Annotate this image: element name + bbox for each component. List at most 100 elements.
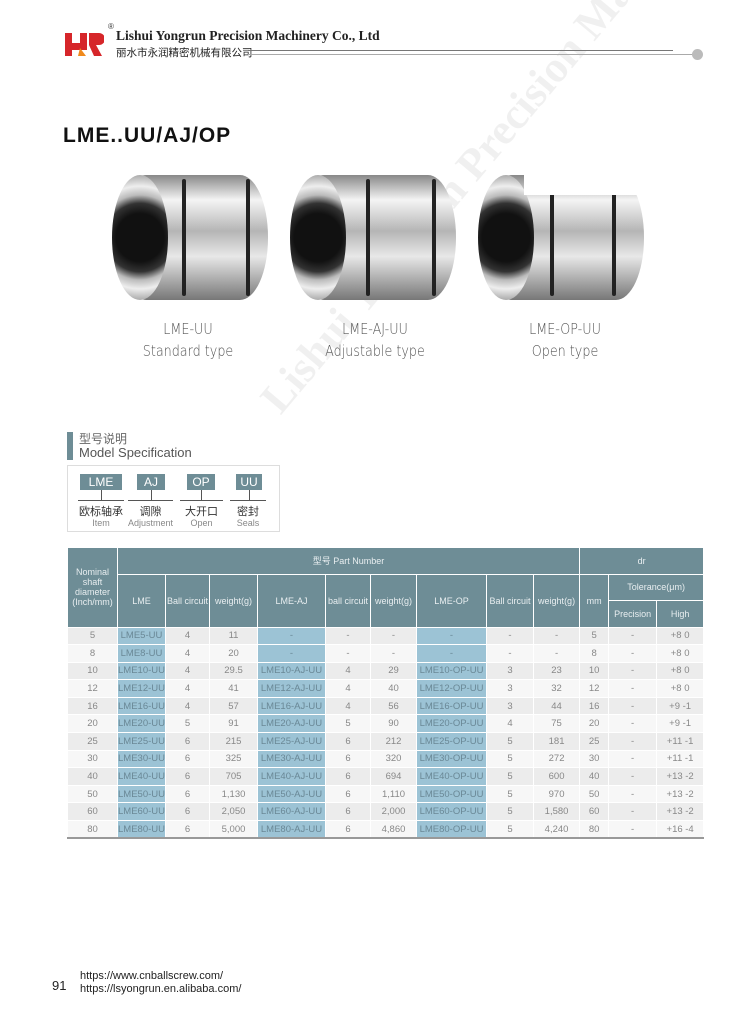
table-cell: LME50-AJ-UU <box>257 785 326 804</box>
column-header: mm <box>579 573 610 628</box>
product-image-lme-op-uu <box>478 175 644 300</box>
table-row: 16 LME16-UU 4 57 LME16-AJ-UU 4 56 LME16-OP-UU 3 4… <box>67 697 705 716</box>
header-precision: Precision <box>608 600 658 628</box>
spec-label-en: Open <box>190 518 213 528</box>
table-row: 40 LME40-UU 6 705 LME40-AJ-UU 6 694 LME40-OP-UU… <box>67 767 705 786</box>
table-cell: 4 <box>165 627 210 646</box>
header-rule <box>248 54 698 55</box>
table-cell: - <box>608 697 658 716</box>
table-cell: 5 <box>486 767 534 786</box>
table-cell: LME30-UU <box>117 750 166 769</box>
table-cell: - <box>608 785 658 804</box>
spec-title-cn: 型号说明 <box>79 432 128 446</box>
table-cell: LME80-UU <box>117 820 166 839</box>
spec-label-en: Adjustment <box>127 518 174 528</box>
table-cell: - <box>608 767 658 786</box>
table-cell: - <box>608 750 658 769</box>
table-cell: 272 <box>532 750 581 769</box>
spec-underline <box>128 500 173 501</box>
website-link[interactable]: https://www.cnballscrew.com/ <box>80 970 224 982</box>
table-cell: LME30-OP-UU <box>416 750 487 769</box>
table-cell: 41 <box>209 679 258 698</box>
table-cell: 6 <box>165 767 210 786</box>
table-cell: - <box>532 644 581 663</box>
table-cell: - <box>608 627 658 646</box>
table-cell: 2,050 <box>209 802 258 822</box>
table-cell: - <box>257 644 326 663</box>
column-header: Ball circuit <box>165 573 210 628</box>
table-cell: +16 -4 <box>656 820 705 839</box>
table-cell: LME12-OP-UU <box>416 679 487 698</box>
spec-box <box>67 465 280 532</box>
spec-stem <box>151 490 152 500</box>
table-cell: LME16-OP-UU <box>416 697 487 716</box>
table-cell: 3 <box>486 662 534 681</box>
table-cell: 10 <box>67 662 118 681</box>
table-cell: LME20-AJ-UU <box>257 714 326 734</box>
spec-code: UU <box>236 474 262 490</box>
product-image-lme-uu <box>112 175 268 300</box>
table-cell: 8 <box>579 644 610 663</box>
table-cell: 1,110 <box>370 785 417 804</box>
table-cell: 8 <box>67 644 118 663</box>
table-cell: 4 <box>165 644 210 663</box>
table-cell: +8 0 <box>656 644 705 663</box>
table-cell: LME50-UU <box>117 785 166 804</box>
table-cell: 6 <box>325 767 371 786</box>
table-cell: 40 <box>579 767 610 786</box>
table-cell: 20 <box>67 714 118 734</box>
table-cell: 23 <box>532 662 581 681</box>
table-cell: +8 0 <box>656 662 705 681</box>
table-cell: 50 <box>67 785 118 804</box>
company-name-en: Lishui Yongrun Precision Machinery Co., … <box>116 28 380 43</box>
table-cell: 4 <box>325 662 371 681</box>
table-cell: LME60-UU <box>117 802 166 822</box>
table-row: 8 LME8-UU 4 20- - - - - -8- +8 0 <box>67 644 705 663</box>
table-cell: +8 0 <box>656 627 705 646</box>
table-cell: 75 <box>532 714 581 734</box>
table-cell: 20 <box>209 644 258 663</box>
table-cell: 215 <box>209 732 258 751</box>
table-cell: - <box>486 644 534 663</box>
table-cell: - <box>416 644 487 663</box>
column-header: weight(g) <box>370 573 417 628</box>
table-cell: - <box>608 644 658 663</box>
alibaba-link[interactable]: https://lsyongrun.en.alibaba.com/ <box>80 983 242 995</box>
table-cell: +11 -1 <box>656 750 705 769</box>
spec-underline <box>230 500 266 501</box>
table-cell: LME60-OP-UU <box>416 802 487 822</box>
table-cell: - <box>325 627 371 646</box>
table-cell: - <box>532 627 581 646</box>
header-dr: dr <box>579 547 705 575</box>
table-cell: 5 <box>486 785 534 804</box>
table-cell: 30 <box>67 750 118 769</box>
spec-code: AJ <box>137 474 165 490</box>
table-cell: 181 <box>532 732 581 751</box>
table-cell: 29.5 <box>209 662 258 681</box>
spec-underline <box>180 500 223 501</box>
table-cell: 3 <box>486 697 534 716</box>
spec-stem <box>101 490 102 500</box>
table-cell: - <box>608 662 658 681</box>
table-cell: +9 -1 <box>656 697 705 716</box>
table-cell: 50 <box>579 785 610 804</box>
table-cell: 91 <box>209 714 258 734</box>
table-row: 12 LME12-UU 4 41 LME12-AJ-UU 4 40 LME12-OP-UU 3 3… <box>67 679 705 698</box>
table-cell: LME5-UU <box>117 627 166 646</box>
table-cell: LME20-OP-UU <box>416 714 487 734</box>
table-cell: 694 <box>370 767 417 786</box>
company-name-cn: 丽水市永润精密机械有限公司 <box>116 47 253 59</box>
table-cell: 6 <box>325 750 371 769</box>
spec-label-cn: 密封 <box>237 505 259 518</box>
table-cell: 6 <box>165 732 210 751</box>
company-logo <box>65 33 104 56</box>
table-cell: - <box>608 732 658 751</box>
table-cell: LME60-AJ-UU <box>257 802 326 822</box>
table-cell: 320 <box>370 750 417 769</box>
table-cell: 6 <box>325 802 371 822</box>
header-tolerance: Tolerance(μm) <box>608 573 705 601</box>
table-cell: 5 <box>165 714 210 734</box>
table-cell: 56 <box>370 697 417 716</box>
header-high: High <box>656 600 705 628</box>
table-cell: 4 <box>325 697 371 716</box>
